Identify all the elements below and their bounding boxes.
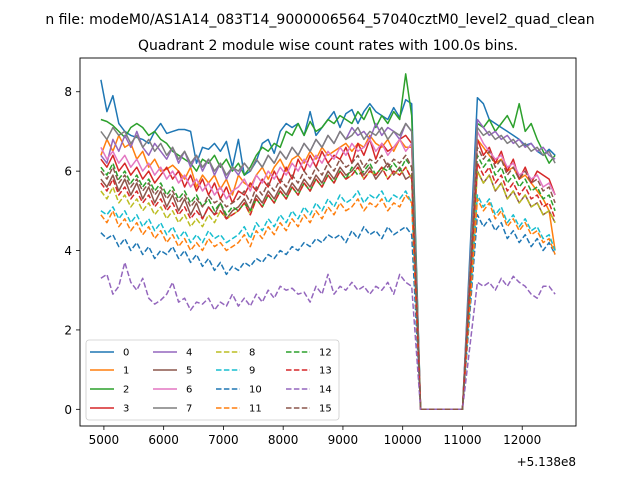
series-line-15 (100, 146, 556, 411)
legend-label: 2 (123, 385, 129, 396)
chart-title: Quadrant 2 module wise count rates with … (138, 38, 518, 54)
y-tick-label: 6 (64, 165, 72, 179)
y-tick-label: 0 (64, 403, 72, 417)
series-line-2 (100, 73, 556, 411)
legend-label: 9 (249, 366, 255, 377)
series-line-6 (100, 130, 556, 411)
legend-label: 14 (319, 385, 332, 396)
legend-label: 4 (186, 348, 192, 359)
plot-area-frame (79, 57, 577, 427)
series-line-11 (100, 194, 556, 411)
series-line-10 (100, 214, 556, 411)
legend-label: 12 (319, 348, 332, 359)
legend-label: 13 (319, 366, 332, 377)
y-tick-label: 8 (64, 85, 72, 99)
legend-label: 10 (249, 385, 262, 396)
legend-label: 6 (186, 385, 192, 396)
legend-label: 3 (123, 404, 129, 415)
y-tick-label: 2 (64, 323, 72, 337)
y-axis: 0 2 4 6 8 (64, 85, 80, 417)
legend-label: 15 (319, 404, 332, 415)
series-line-7 (100, 122, 556, 411)
series-line-14 (100, 261, 556, 411)
x-tick-label: 10000 (384, 433, 422, 447)
x-tick-label: 6000 (148, 433, 179, 447)
x-tick-label: 11000 (443, 433, 481, 447)
legend-label: 1 (123, 366, 129, 377)
series-line-12 (100, 154, 556, 411)
x-tick-label: 5000 (89, 433, 120, 447)
x-tick-label: 9000 (328, 433, 359, 447)
x-tick-label: 12000 (503, 433, 541, 447)
legend-label: 8 (249, 348, 255, 359)
legend-label: 7 (186, 404, 192, 415)
legend-label: 0 (123, 348, 129, 359)
x-tick-label: 7000 (208, 433, 239, 447)
x-axis: 5000 6000 7000 8000 9000 10000 11000 12000 (89, 426, 541, 447)
x-tick-label: 8000 (268, 433, 299, 447)
series-line-9 (100, 190, 556, 411)
y-tick-label: 4 (64, 244, 72, 258)
figure-suptitle: n file: modeM0/AS1A14_083T14_9000006564_… (45, 12, 594, 28)
series-line-13 (100, 162, 556, 411)
series-line-0 (100, 79, 556, 411)
series-layer (100, 73, 556, 411)
legend-frame (85, 339, 340, 421)
legend-label: 11 (249, 404, 262, 415)
legend-label: 5 (186, 366, 192, 377)
x-offset-label: +5.138e8 (517, 455, 576, 469)
